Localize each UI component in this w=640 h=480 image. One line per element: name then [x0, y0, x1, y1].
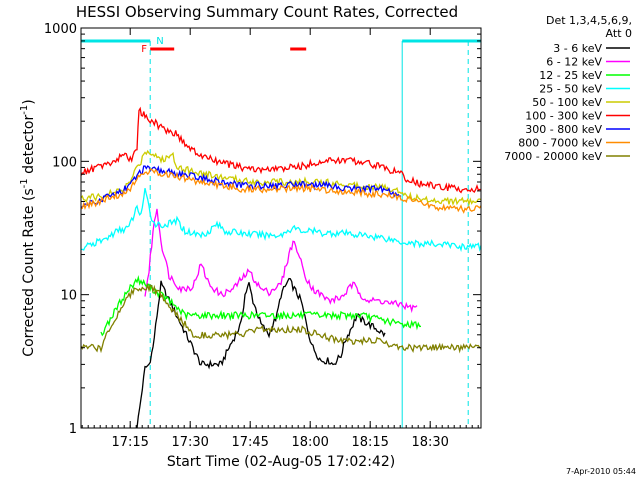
legend-label-7: 800 - 7000 keV	[518, 137, 602, 150]
footer-date: 7-Apr-2010 05:44	[566, 467, 636, 476]
x-axis-label: Start Time (02-Aug-05 17:02:42)	[167, 454, 395, 470]
x-tick-label-1: 17:30	[171, 435, 208, 450]
legend-label-0: 3 - 6 keV	[553, 42, 602, 55]
x-axis: 17:15 17:30 17:45 18:00 18:15 18:30	[81, 28, 479, 450]
flare-flag-label: F	[141, 44, 147, 55]
legend-label-3: 25 - 50 keV	[539, 83, 602, 96]
legend-header-2: Att 0	[606, 27, 632, 40]
series-line-3	[81, 188, 482, 253]
x-tick-label-4: 18:15	[351, 435, 388, 450]
series-line-6	[80, 165, 402, 210]
series-line-2	[100, 275, 422, 337]
series-line-5	[80, 106, 481, 194]
plot-area: FN	[80, 36, 482, 429]
legend-label-4: 50 - 100 keV	[532, 96, 602, 109]
x-tick-label-5: 18:30	[411, 435, 448, 450]
legend-label-2: 12 - 25 keV	[539, 69, 602, 82]
series-line-0	[136, 277, 386, 429]
x-tick-label-0: 17:15	[111, 435, 148, 450]
series-line-8	[80, 282, 482, 354]
chart-title: HESSI Observing Summary Count Rates, Cor…	[76, 3, 458, 21]
legend-label-8: 7000 - 20000 keV	[504, 150, 602, 163]
x-tick-label-3: 18:00	[291, 435, 328, 450]
series-line-7	[80, 168, 482, 214]
plot-frame	[80, 27, 482, 429]
x-tick-label-2: 17:45	[231, 435, 268, 450]
y-axis: 1 10 100 1000	[44, 22, 481, 437]
legend-header-1: Det 1,3,4,5,6,9,	[546, 14, 632, 27]
series-line-4	[80, 149, 482, 207]
series-line-1	[144, 208, 418, 314]
night-flag-label: N	[156, 36, 163, 47]
y-tick-label-1: 10	[60, 289, 77, 304]
y-tick-label-2: 100	[52, 155, 77, 170]
y-axis-label: Corrected Count Rate (s-1 detector-1)	[19, 99, 37, 356]
legend-label-6: 300 - 800 keV	[525, 123, 602, 136]
y-tick-label-0: 1	[69, 422, 77, 437]
legend-label-1: 6 - 12 keV	[546, 56, 602, 69]
legend-label-5: 100 - 300 keV	[525, 110, 602, 123]
y-tick-label-3: 1000	[44, 22, 77, 37]
